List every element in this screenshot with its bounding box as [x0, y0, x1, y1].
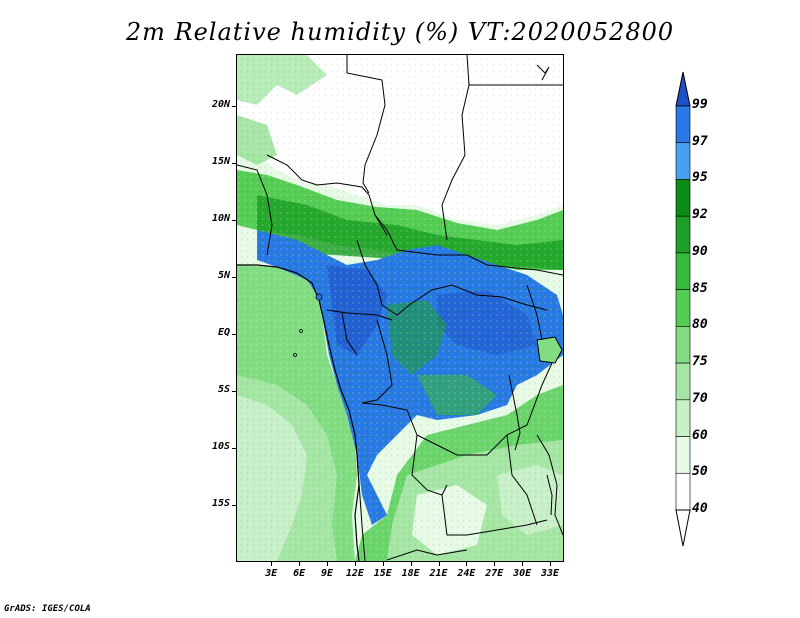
lake-victoria-outline: [536, 336, 563, 364]
colorbar-segment: [675, 289, 691, 327]
colorbar-segment: [675, 252, 691, 290]
lat-tick-mark: [232, 334, 236, 336]
lon-tick-label: 9E: [321, 568, 334, 579]
lon-tick-mark: [354, 562, 356, 566]
lon-tick-label: 30E: [513, 568, 532, 579]
lat-tick-mark: [232, 106, 236, 108]
lon-tick-mark: [466, 562, 468, 566]
lat-tick-label: 15N: [211, 156, 230, 168]
colorbar-level-label: 99: [692, 97, 708, 112]
lon-tick-mark: [382, 562, 384, 566]
lon-tick-mark: [522, 562, 524, 566]
lat-tick-label: 15S: [211, 498, 230, 510]
lon-tick-mark: [410, 562, 412, 566]
colorbar-segment: [675, 472, 691, 511]
coastline: [237, 264, 360, 561]
colorbar-level-label: 70: [692, 390, 708, 406]
lon-tick-label: 12E: [345, 568, 364, 579]
lon-tick-label: 18E: [401, 568, 420, 579]
lat-tick-mark: [232, 391, 236, 393]
lon-tick-label: 21E: [429, 568, 448, 579]
red-sea-coast: [536, 64, 550, 81]
colorbar-segment: [675, 142, 691, 180]
colorbar-level-label: 95: [692, 170, 708, 186]
map-canvas: [237, 55, 563, 561]
colorbar-segment: [675, 362, 691, 401]
colorbar-level-label: 92: [692, 207, 708, 223]
lake-tanganyika: [508, 374, 521, 451]
country-borders: [237, 55, 563, 561]
lat-tick-label: 5S: [217, 384, 230, 396]
colorbar-top-arrow: [675, 71, 691, 107]
colorbar-bottom-arrow: [675, 509, 691, 547]
lake-victoria: [537, 337, 562, 363]
lat-tick-mark: [232, 448, 236, 450]
lon-tick-label: 6E: [293, 568, 306, 579]
lon-tick-mark: [438, 562, 440, 566]
colorbar-segment: [675, 105, 691, 144]
colorbar-level-label: 97: [692, 133, 708, 149]
lake-malawi: [546, 474, 553, 516]
lat-tick-label: EQ: [217, 327, 230, 339]
lon-tick-mark: [299, 562, 301, 566]
colorbar-segment: [675, 399, 691, 437]
lon-tick-mark: [271, 562, 273, 566]
humidity-map: [236, 54, 564, 562]
colorbar-level-label: 60: [692, 427, 708, 443]
footer-credit: GrADS: IGES/COLA: [4, 604, 91, 614]
lat-tick-mark: [232, 277, 236, 279]
lon-tick-label: 15E: [373, 568, 392, 579]
colorbar-level-label: 80: [692, 317, 708, 333]
lat-tick-mark: [232, 163, 236, 165]
colorbar-level-label: 85: [692, 280, 708, 296]
colorbar-segment: [675, 215, 691, 254]
colorbar-level-label: 75: [692, 354, 708, 370]
colorbar-level-label: 50: [692, 464, 708, 480]
lat-tick-label: 20N: [211, 99, 230, 111]
lat-tick-mark: [232, 505, 236, 507]
lon-tick-label: 24E: [457, 568, 476, 579]
lat-tick-mark: [232, 220, 236, 222]
colorbar-level-label: 90: [692, 243, 708, 259]
colorbar-segment: [675, 179, 691, 217]
colorbar-level-label: 40: [692, 501, 708, 516]
field-texture: [237, 55, 563, 561]
lat-tick-label: 5N: [217, 270, 230, 282]
lat-tick-label: 10S: [211, 441, 230, 453]
island-annobon: [293, 353, 297, 357]
lon-tick-label: 3E: [265, 568, 278, 579]
colorbar-segment: [675, 436, 691, 474]
lon-tick-label: 27E: [485, 568, 504, 579]
island-sao-tome: [299, 329, 303, 333]
island-bioko: [315, 293, 323, 301]
lon-tick-mark: [327, 562, 329, 566]
colorbar-segment: [675, 326, 691, 364]
lon-tick-mark: [550, 562, 552, 566]
colorbar: [675, 71, 691, 547]
lat-tick-label: 10N: [211, 213, 230, 225]
lon-tick-mark: [494, 562, 496, 566]
lon-tick-label: 33E: [541, 568, 560, 579]
page-title: 2m Relative humidity (%) VT:2020052800: [125, 18, 675, 46]
